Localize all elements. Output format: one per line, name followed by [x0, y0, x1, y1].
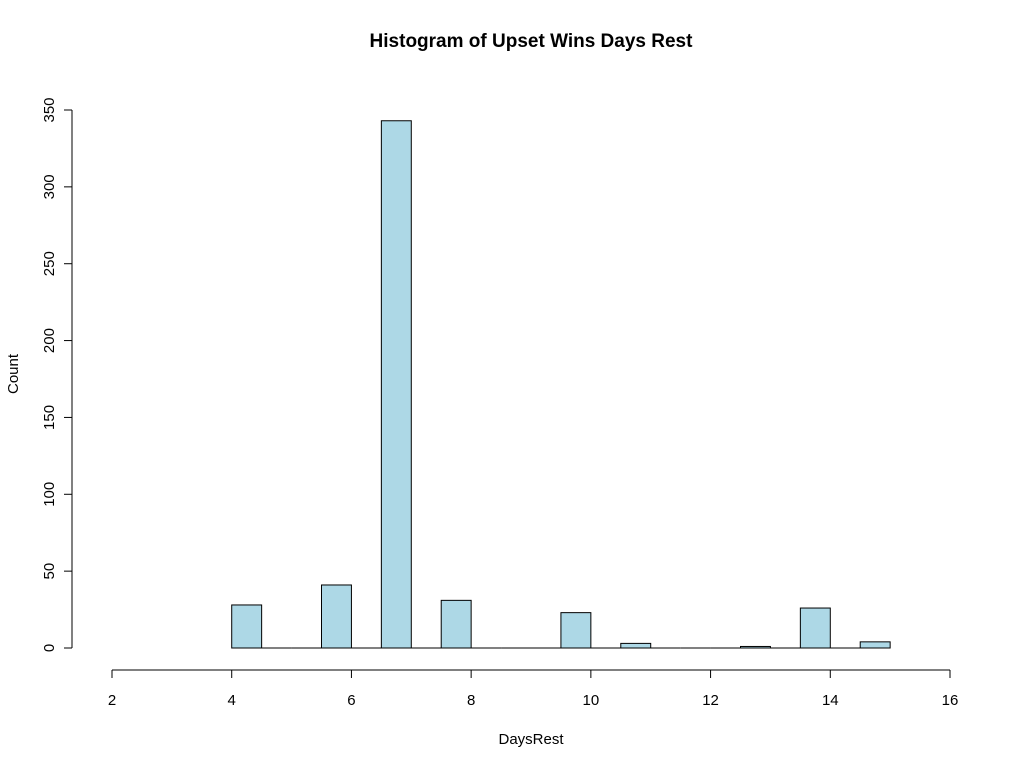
y-tick-label: 150: [41, 405, 58, 430]
x-tick-label: 12: [702, 692, 719, 709]
histogram-bar: [440, 599, 472, 649]
histogram-bar: [740, 645, 771, 649]
y-tick-label: 300: [41, 174, 58, 199]
x-tick-label: 2: [108, 692, 116, 709]
x-tick-label: 16: [942, 692, 959, 709]
x-tick-label: 8: [467, 692, 475, 709]
y-tick-label: 350: [41, 97, 58, 122]
x-axis: 2 4 6 8 10 12 14 16: [108, 669, 959, 709]
histogram-bar: [231, 604, 263, 649]
y-tick-label: 0: [41, 644, 58, 652]
histogram-bar: [321, 584, 352, 649]
y-tick-label: 50: [41, 563, 58, 580]
histogram-bar: [859, 641, 891, 649]
x-axis-label: DaysRest: [498, 731, 564, 748]
histogram-bar: [620, 642, 652, 649]
chart-title: Histogram of Upset Wins Days Rest: [370, 31, 694, 52]
x-tick-label: 14: [822, 692, 839, 709]
histogram-bar: [380, 120, 412, 649]
x-tick-label: 4: [228, 692, 236, 709]
y-tick-label: 100: [41, 482, 58, 507]
x-tick-label: 6: [347, 692, 355, 709]
y-axis: 0 50 100 150 200 250 300 350: [41, 97, 73, 652]
y-tick-label: 250: [41, 251, 58, 276]
histogram-bar: [560, 612, 592, 649]
bars: [231, 120, 891, 649]
x-tick-label: 10: [583, 692, 600, 709]
y-tick-label: 200: [41, 328, 58, 353]
histogram-bar: [799, 607, 831, 649]
y-axis-label: Count: [5, 353, 22, 394]
